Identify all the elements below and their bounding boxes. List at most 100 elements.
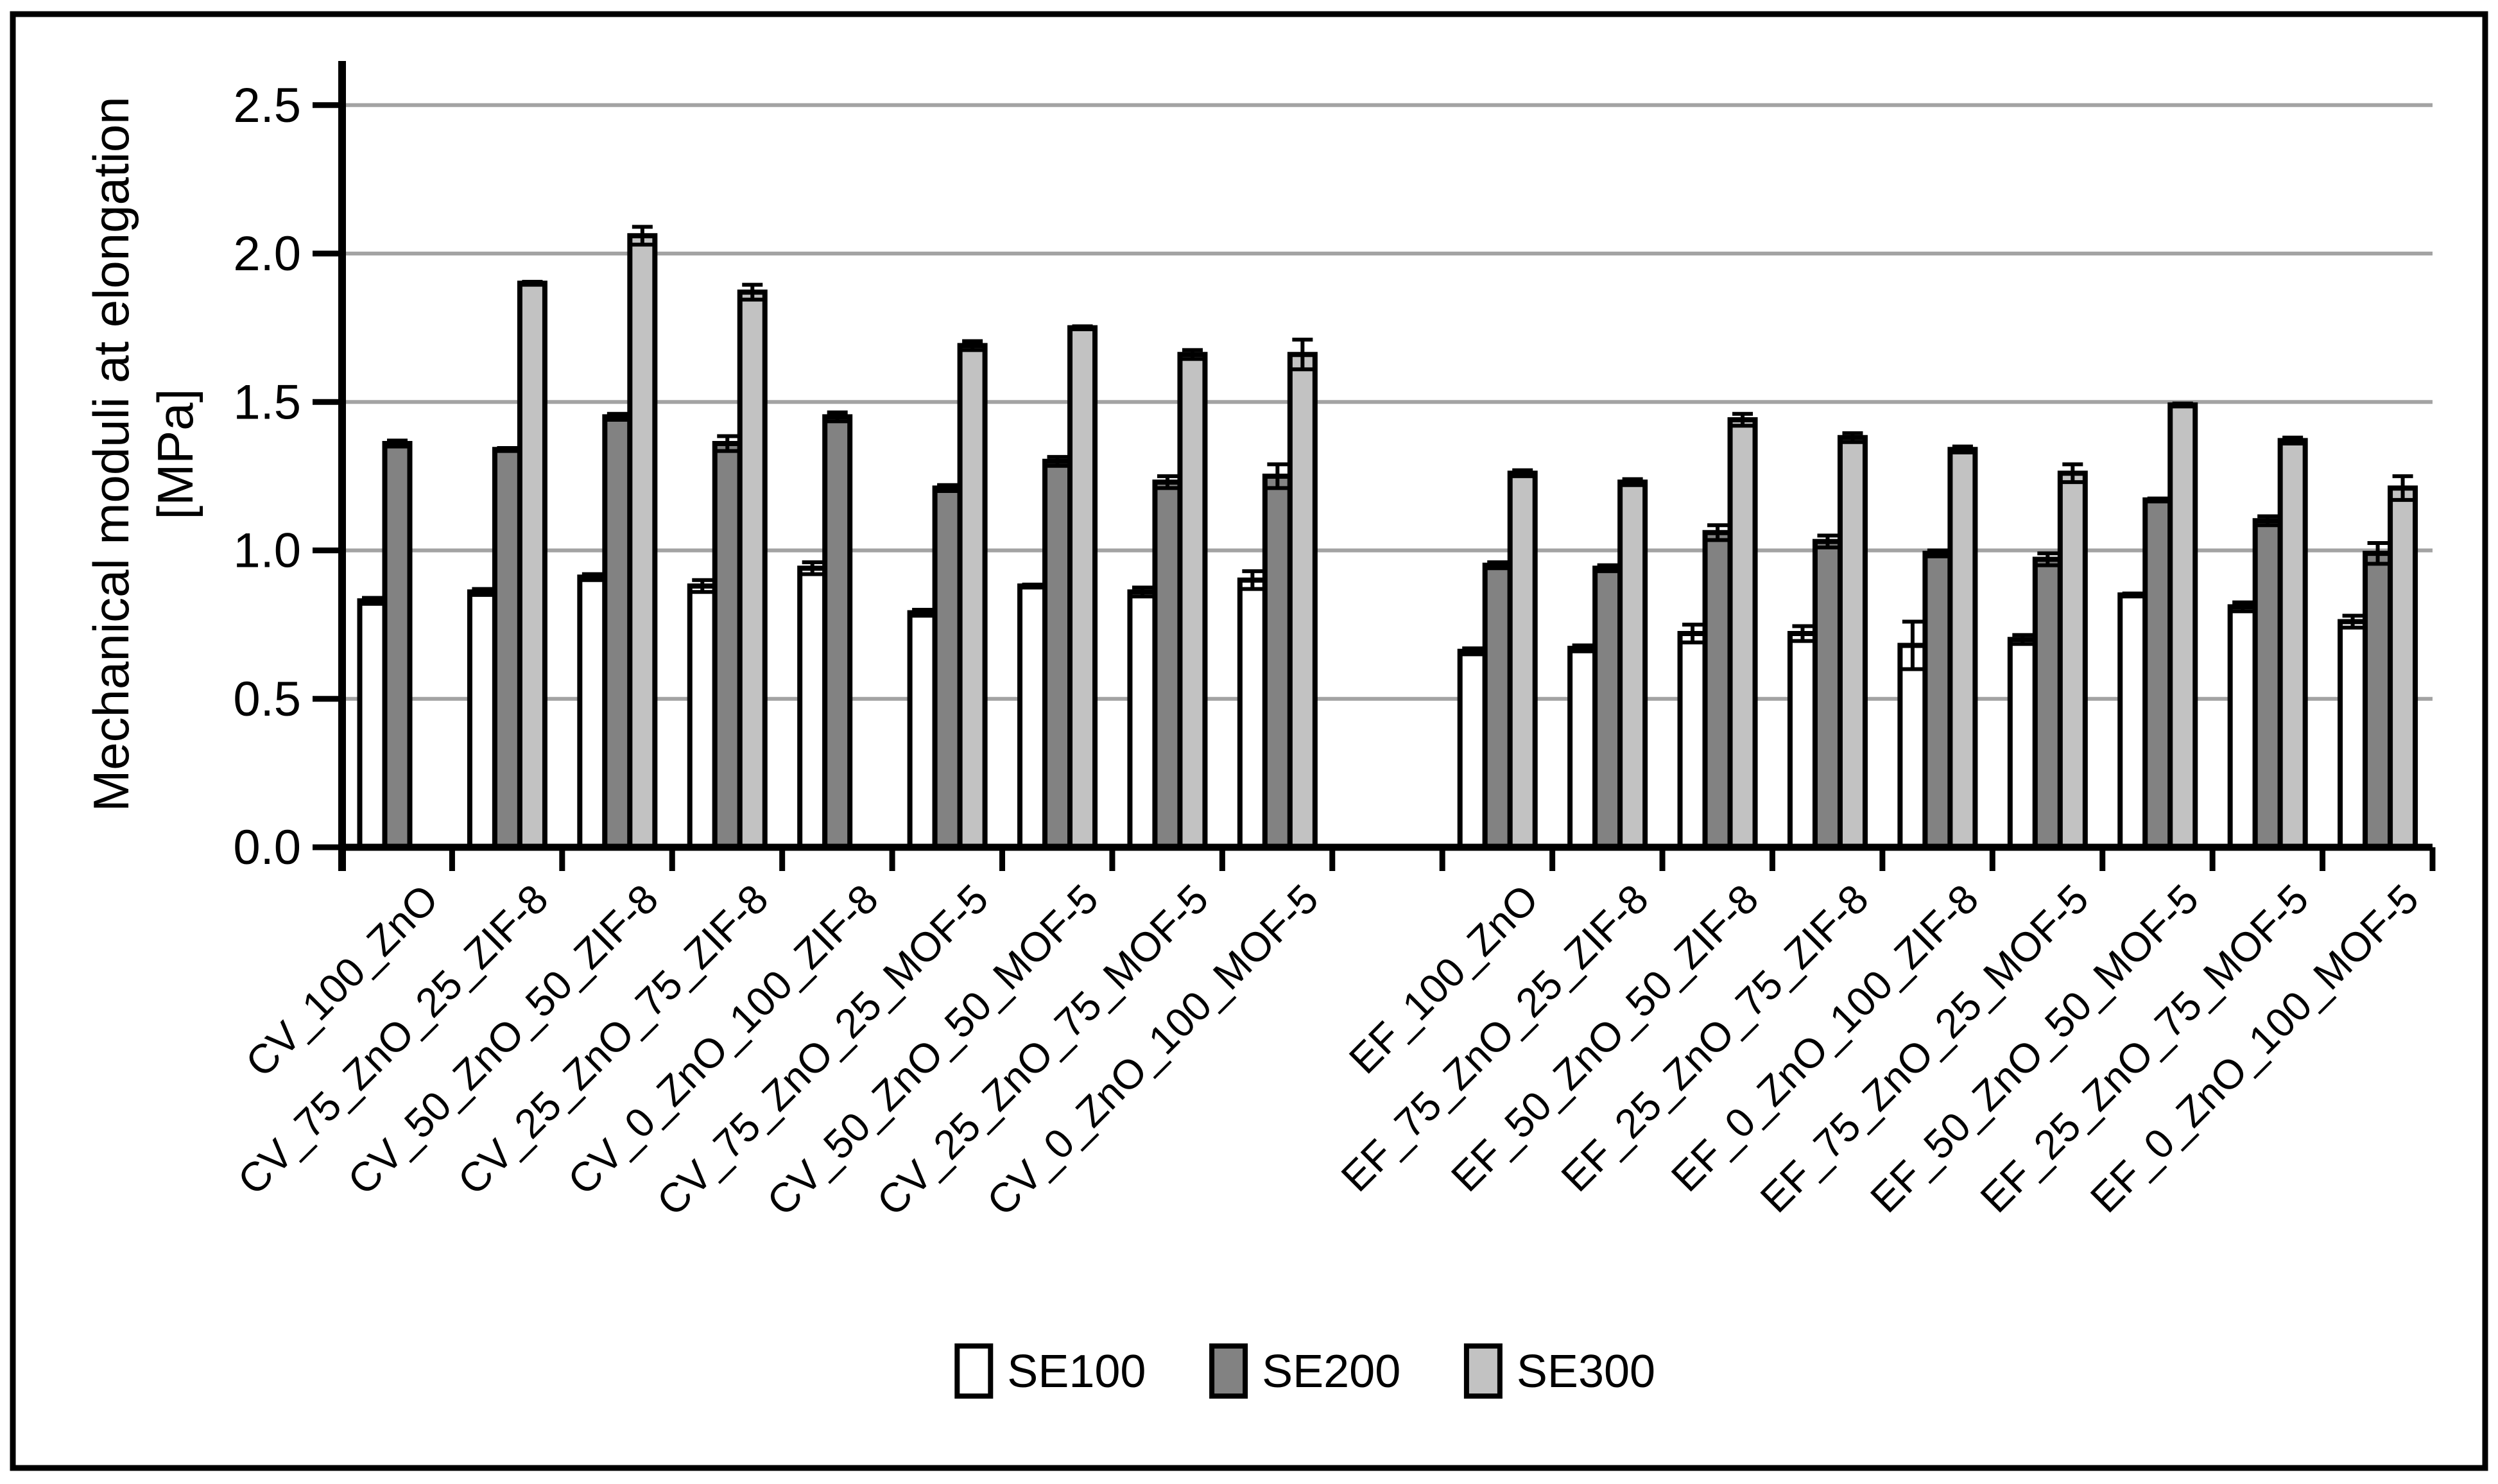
- bar-SE100-CV_25_ZnO_75_ZIF-8: [687, 583, 718, 850]
- error-bar-SE200-EF_50_ZnO_50_ZIF-8: [1707, 523, 1728, 542]
- error-bar-SE100-EF_0_ZnO_100_MOF-5: [2342, 614, 2363, 630]
- y-tick-label: 0.0: [233, 820, 301, 875]
- error-bar-SE300-CV_0_ZnO_100_MOF-5: [1292, 338, 1313, 372]
- bar-SE300-EF_100_ZnO: [1507, 470, 1538, 850]
- bar-SE200-CV_50_ZnO_50_MOF-5: [1042, 458, 1073, 850]
- bar-SE200-EF_75_ZnO_25_ZIF-8: [1592, 565, 1623, 850]
- error-bar-SE100-EF_25_ZnO_75_ZIF-8: [1792, 624, 1813, 643]
- bar-SE100-CV_50_ZnO_50_MOF-5: [1017, 583, 1048, 850]
- error-bar-SE200-EF_0_ZnO_100_MOF-5: [2367, 540, 2388, 566]
- bar-SE100-EF_25_ZnO_75_MOF-5: [2227, 604, 2258, 850]
- error-bar-SE200-CV_25_ZnO_75_ZIF-8: [717, 434, 738, 453]
- y-tick-label: 1.5: [233, 375, 301, 429]
- error-bar-SE100-EF_25_ZnO_75_MOF-5: [2232, 600, 2253, 614]
- bar-SE100-CV_50_ZnO_50_ZIF-8: [577, 574, 608, 850]
- error-bar-SE100-CV_75_ZnO_25_MOF-5: [912, 608, 933, 618]
- bar-SE200-EF_50_ZnO_50_MOF-5: [2142, 497, 2173, 850]
- error-bar-SE100-CV_50_ZnO_50_ZIF-8: [581, 572, 603, 582]
- y-axis-title-line2: [MPa]: [147, 389, 203, 520]
- bar-SE300-CV_25_ZnO_75_ZIF-8: [737, 289, 768, 850]
- error-bar-SE300-EF_50_ZnO_50_ZIF-8: [1732, 411, 1753, 428]
- error-bar-SE300-EF_100_ZnO: [1512, 468, 1533, 478]
- bar-SE300-CV_50_ZnO_50_MOF-5: [1067, 325, 1098, 850]
- legend-swatch-SE300: [1463, 1343, 1503, 1399]
- error-bar-SE300-EF_25_ZnO_75_MOF-5: [2282, 435, 2304, 445]
- bar-SE200-CV_75_ZnO_25_ZIF-8: [492, 447, 522, 850]
- bar-SE100-CV_100_ZnO: [357, 598, 388, 850]
- error-bar-SE100-CV_0_ZnO_100_MOF-5: [1242, 569, 1263, 591]
- bar-SE100-CV_0_ZnO_100_ZIF-8: [797, 565, 828, 850]
- bar-SE200-EF_50_ZnO_50_ZIF-8: [1702, 530, 1733, 850]
- legend-swatch-SE200: [1209, 1343, 1248, 1399]
- bar-SE300-EF_75_ZnO_25_MOF-5: [2057, 470, 2088, 850]
- bar-SE200-EF_0_ZnO_100_ZIF-8: [1922, 551, 1953, 850]
- error-bar-SE300-EF_50_ZnO_50_MOF-5: [2172, 401, 2193, 409]
- error-bar-SE300-CV_50_ZnO_50_MOF-5: [1072, 324, 1093, 331]
- error-bar-SE200-EF_75_ZnO_25_ZIF-8: [1597, 563, 1618, 573]
- bar-SE100-EF_50_ZnO_50_MOF-5: [2117, 592, 2148, 850]
- error-bar-SE300-EF_0_ZnO_100_ZIF-8: [1952, 444, 1973, 454]
- error-bar-SE100-EF_100_ZnO: [1462, 646, 1483, 657]
- bar-SE200-CV_25_ZnO_75_MOF-5: [1152, 479, 1183, 850]
- error-bar-SE200-CV_75_ZnO_25_ZIF-8: [497, 445, 518, 453]
- legend-label: SE200: [1262, 1346, 1400, 1397]
- error-bar-SE200-CV_25_ZnO_75_MOF-5: [1157, 474, 1178, 490]
- error-bar-SE100-EF_0_ZnO_100_ZIF-8: [1902, 619, 1923, 671]
- bar-SE300-EF_0_ZnO_100_ZIF-8: [1947, 447, 1978, 850]
- error-bar-SE100-CV_50_ZnO_50_MOF-5: [1022, 582, 1043, 590]
- bar-SE300-EF_25_ZnO_75_MOF-5: [2277, 438, 2308, 850]
- bar-SE100-EF_0_ZnO_100_ZIF-8: [1897, 643, 1928, 850]
- error-bar-SE300-CV_25_ZnO_75_MOF-5: [1182, 348, 1203, 361]
- error-bar-SE200-EF_75_ZnO_25_MOF-5: [2037, 551, 2058, 567]
- bar-SE300-EF_25_ZnO_75_ZIF-8: [1837, 435, 1868, 850]
- error-bar-SE200-EF_25_ZnO_75_MOF-5: [2257, 514, 2278, 528]
- error-bar-SE300-EF_0_ZnO_100_MOF-5: [2392, 474, 2413, 502]
- error-bar-SE200-EF_100_ZnO: [1487, 560, 1508, 571]
- error-bar-SE100-EF_50_ZnO_50_ZIF-8: [1682, 623, 1703, 644]
- bar-SE300-CV_75_ZnO_25_ZIF-8: [517, 280, 547, 850]
- bar-SE300-EF_75_ZnO_25_ZIF-8: [1617, 479, 1648, 850]
- legend: SE100 SE200 SE300: [954, 1343, 1655, 1399]
- legend-label: SE300: [1517, 1346, 1655, 1397]
- error-bar-SE200-EF_0_ZnO_100_ZIF-8: [1927, 548, 1948, 558]
- error-bar-SE300-EF_75_ZnO_25_MOF-5: [2062, 462, 2083, 485]
- bar-SE200-EF_100_ZnO: [1482, 562, 1513, 850]
- bar-SE200-CV_50_ZnO_50_ZIF-8: [602, 414, 633, 850]
- bar-SE200-EF_25_ZnO_75_MOF-5: [2252, 518, 2283, 850]
- bar-SE100-CV_75_ZnO_25_ZIF-8: [467, 589, 497, 850]
- bar-SE200-CV_75_ZnO_25_MOF-5: [932, 485, 963, 850]
- bar-SE100-EF_50_ZnO_50_ZIF-8: [1677, 631, 1708, 850]
- bar-SE100-EF_0_ZnO_100_MOF-5: [2338, 619, 2368, 850]
- bar-SE100-CV_25_ZnO_75_MOF-5: [1127, 589, 1158, 850]
- error-bar-SE200-CV_50_ZnO_50_ZIF-8: [607, 411, 628, 422]
- error-bar-SE100-CV_75_ZnO_25_ZIF-8: [472, 587, 493, 597]
- error-bar-SE200-CV_50_ZnO_50_MOF-5: [1047, 454, 1068, 468]
- error-bar-SE100-CV_25_ZnO_75_MOF-5: [1132, 585, 1153, 599]
- error-bar-SE100-EF_75_ZnO_25_ZIF-8: [1572, 643, 1593, 653]
- bar-SE200-CV_0_ZnO_100_ZIF-8: [822, 414, 853, 850]
- y-tick-label: 2.0: [233, 227, 301, 281]
- figure-border: [10, 11, 2488, 1471]
- bar-SE100-EF_75_ZnO_25_ZIF-8: [1567, 646, 1598, 850]
- error-bar-SE200-CV_75_ZnO_25_MOF-5: [937, 483, 958, 493]
- bar-SE200-CV_25_ZnO_75_ZIF-8: [712, 441, 743, 850]
- y-axis-title-line1: Mechanical moduli at elongation: [83, 96, 139, 811]
- error-bar-SE100-EF_50_ZnO_50_MOF-5: [2122, 591, 2143, 599]
- y-tick-label: 0.5: [233, 672, 301, 727]
- error-bar-SE200-CV_0_ZnO_100_ZIF-8: [827, 410, 848, 424]
- error-bar-SE300-CV_50_ZnO_50_ZIF-8: [632, 225, 653, 247]
- error-bar-SE300-CV_25_ZnO_75_ZIF-8: [742, 282, 763, 302]
- error-bar-SE100-CV_25_ZnO_75_ZIF-8: [692, 578, 713, 594]
- bar-SE200-CV_0_ZnO_100_MOF-5: [1262, 473, 1293, 850]
- bar-SE100-EF_100_ZnO: [1457, 648, 1488, 850]
- bar-SE100-CV_75_ZnO_25_MOF-5: [907, 610, 938, 850]
- bar-SE200-EF_25_ZnO_75_ZIF-8: [1812, 539, 1843, 850]
- legend-label: SE100: [1007, 1346, 1146, 1397]
- bar-SE300-CV_50_ZnO_50_ZIF-8: [627, 233, 658, 850]
- legend-item-SE200: SE200: [1209, 1343, 1400, 1399]
- bar-SE300-CV_25_ZnO_75_MOF-5: [1177, 352, 1208, 850]
- error-bar-SE100-CV_0_ZnO_100_ZIF-8: [802, 560, 823, 576]
- error-bar-SE200-CV_100_ZnO: [387, 438, 408, 449]
